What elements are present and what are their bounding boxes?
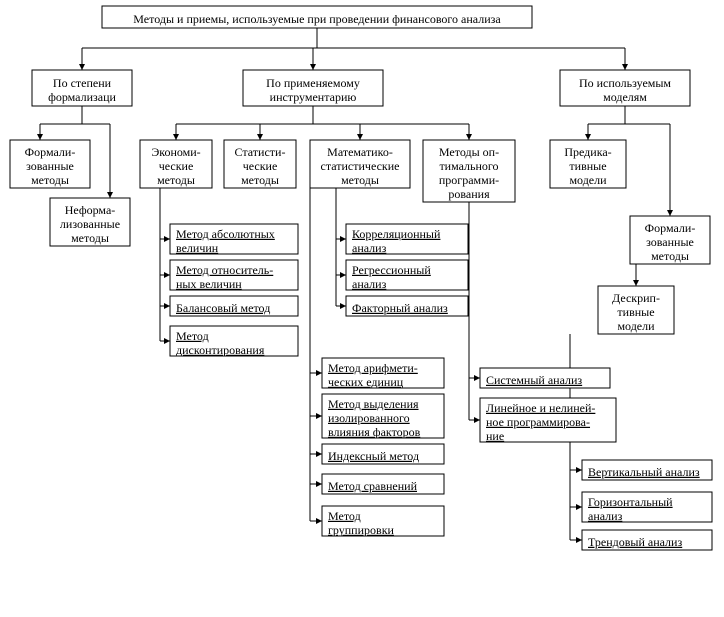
svg-text:Дескрип-тивныемодели: Дескрип-тивныемодели [612,291,660,333]
svg-text:Экономи-ческиеметоды: Экономи-ческиеметоды [151,145,200,187]
svg-text:Факторный анализ: Факторный анализ [352,301,448,315]
node-c2: Регрессионныйанализ [346,260,468,291]
svg-text:Трендовый анализ: Трендовый анализ [588,535,682,549]
svg-text:Индексный метод: Индексный метод [328,449,419,463]
node-o2: Линейное и нелиней-ное программирова-ние [480,398,616,443]
svg-text:Вертикальный анализ: Вертикальный анализ [588,465,700,479]
node-b3: По используемыммоделям [560,70,690,106]
svg-text:Формали-зованныеметоды: Формали-зованныеметоды [645,221,696,263]
svg-text:Методы и приемы, используемые: Методы и приемы, используемые при провед… [133,12,501,26]
node-c1: Корреляционныйанализ [346,224,468,255]
node-b3c: Дескрип-тивныемодели [598,286,674,334]
node-m3: Балансовый метод [170,296,298,316]
node-root: Методы и приемы, используемые при провед… [102,6,532,28]
node-b3b: Формали-зованныеметоды [630,216,710,264]
node-s2: Метод выделенияизолированноговлияния фак… [322,394,444,439]
node-d2: Горизонтальныйанализ [582,492,712,523]
svg-text:Системный анализ: Системный анализ [486,373,582,387]
node-m1: Метод абсолютныхвеличин [170,224,298,255]
svg-text:По применяемомуинструментарию: По применяемомуинструментарию [266,76,360,104]
node-d3: Трендовый анализ [582,530,712,550]
node-d1: Вертикальный анализ [582,460,712,480]
svg-text:Метод выделенияизолированногов: Метод выделенияизолированноговлияния фак… [328,397,421,439]
financial-analysis-methods-diagram: Методы и приемы, используемые при провед… [0,0,724,617]
node-b1: По степениформализаци [32,70,132,106]
node-b2a: Экономи-ческиеметоды [140,140,212,188]
svg-text:Предика-тивныемодели: Предика-тивныемодели [564,145,611,187]
nodes: Методы и приемы, используемые при провед… [10,6,712,550]
node-m2: Метод относитель-ных величин [170,260,298,291]
node-c3: Факторный анализ [346,296,468,316]
svg-text:По степениформализаци: По степениформализаци [48,76,116,104]
node-b2d: Методы оп-тимальногопрограмми-рования [423,140,515,202]
svg-text:Балансовый метод: Балансовый метод [176,301,270,315]
svg-text:Метод сравнений: Метод сравнений [328,479,418,493]
node-b2c: Математико-статистическиеметоды [310,140,410,188]
node-b3a: Предика-тивныемодели [550,140,626,188]
svg-text:Формали-зованныеметоды: Формали-зованныеметоды [25,145,76,187]
node-m4: Методдисконтирования [170,326,298,357]
node-b2: По применяемомуинструментарию [243,70,383,106]
node-b1b: Неформа-лизованныеметоды [50,198,130,246]
node-s3: Индексный метод [322,444,444,464]
node-s5: Методгруппировки [322,506,444,537]
node-s1: Метод арифмети-ческих единиц [322,358,444,389]
node-s4: Метод сравнений [322,474,444,494]
node-b1a: Формали-зованныеметоды [10,140,90,188]
node-o1: Системный анализ [480,368,610,388]
node-b2b: Статисти-ческиеметоды [224,140,296,188]
